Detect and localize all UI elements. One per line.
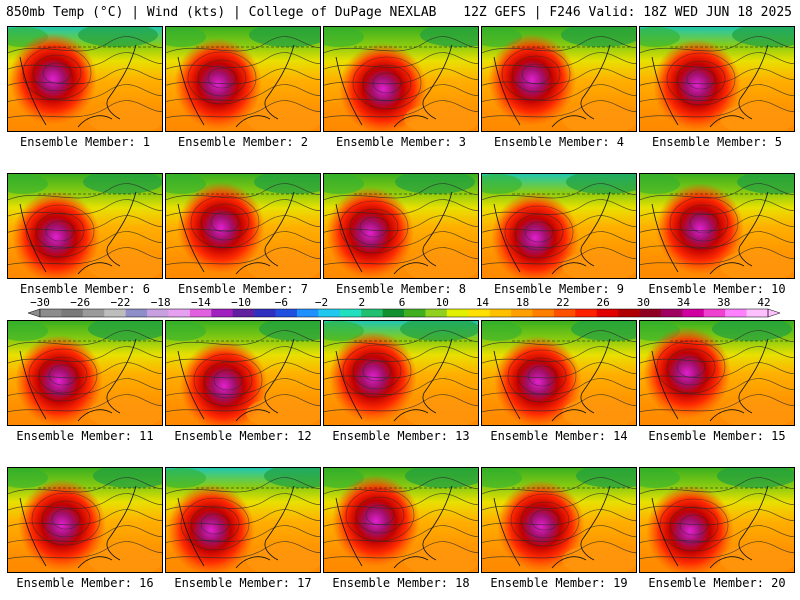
colorbar-swatch [703, 309, 726, 317]
ensemble-member-label: Ensemble Member: 4 [493, 135, 625, 149]
colorbar-swatch [404, 309, 426, 317]
colorbar-tick-label: −2 [315, 296, 328, 309]
colorbar-tick-label: 14 [476, 296, 490, 309]
ensemble-member-map [323, 173, 479, 279]
ensemble-member-map [165, 467, 321, 573]
colorbar-tick-label: 38 [717, 296, 730, 309]
ensemble-member-label: Ensemble Member: 5 [651, 135, 783, 149]
colorbar-swatch [446, 309, 469, 317]
colorbar-swatch [296, 309, 319, 317]
ensemble-member-label: Ensemble Member: 10 [648, 282, 786, 296]
colorbar-tick-label: −18 [151, 296, 171, 309]
ensemble-member-label: Ensemble Member: 1 [19, 135, 151, 149]
ensemble-member-label: Ensemble Member: 7 [177, 282, 309, 296]
ensemble-member-label: Ensemble Member: 15 [648, 429, 786, 443]
colorbar-swatch [618, 309, 640, 317]
colorbar-swatch [511, 309, 533, 317]
ensemble-member-map [7, 26, 163, 132]
ensemble-member-label: Ensemble Member: 18 [332, 576, 470, 590]
colorbar-tick-label: −22 [111, 296, 131, 309]
colorbar-tick-label: 2 [358, 296, 365, 309]
colorbar-swatch [40, 309, 62, 317]
colorbar-swatch [104, 309, 126, 317]
colorbar-swatch [275, 309, 298, 317]
colorbar-swatch [382, 309, 405, 317]
chart-title: 850mb Temp (°C) | Wind (kts) | College o… [6, 5, 437, 20]
colorbar-swatch [318, 309, 341, 317]
colorbar-tick-label: 22 [556, 296, 569, 309]
colorbar-swatch [254, 309, 276, 317]
ensemble-member-label: Ensemble Member: 11 [16, 429, 154, 443]
ensemble-member-map [481, 26, 637, 132]
ensemble-member-map [7, 173, 163, 279]
ensemble-member-map [165, 320, 321, 426]
colorbar-swatch [725, 309, 747, 317]
ensemble-member-label: Ensemble Member: 9 [493, 282, 625, 296]
colorbar-swatch [639, 309, 662, 317]
ensemble-member-label: Ensemble Member: 19 [490, 576, 628, 590]
ensemble-member-map [323, 26, 479, 132]
ensemble-member-label: Ensemble Member: 6 [19, 282, 151, 296]
ensemble-member-label: Ensemble Member: 13 [332, 429, 470, 443]
colorbar-swatch [532, 309, 555, 317]
ensemble-member-map [639, 26, 795, 132]
ensemble-member-label: Ensemble Member: 2 [177, 135, 309, 149]
colorbar-swatch [211, 309, 234, 317]
colorbar-swatch [553, 309, 576, 317]
colorbar-swatch [425, 309, 448, 317]
colorbar-swatch [147, 309, 169, 317]
colorbar-tick-label: −30 [30, 296, 50, 309]
ensemble-member-label: Ensemble Member: 3 [335, 135, 467, 149]
ensemble-member-map [481, 320, 637, 426]
ensemble-member-label: Ensemble Member: 14 [490, 429, 628, 443]
colorbar-swatch [232, 309, 255, 317]
colorbar-tick-label: 34 [677, 296, 691, 309]
colorbar-tick-label: 18 [516, 296, 529, 309]
colorbar-tick-label: −6 [275, 296, 288, 309]
colorbar-swatch [168, 309, 191, 317]
temperature-colorbar: −30 −26 −22 −18 −14 −10 −6 −2 2 6 10 14 18 22 26 30 34 38… [27, 296, 781, 318]
ensemble-member-map [323, 320, 479, 426]
model-run-valid-time: 12Z GEFS | F246 Valid: 18Z WED JUN 18 20… [463, 5, 792, 20]
colorbar-swatch [660, 309, 683, 317]
ensemble-member-map [639, 467, 795, 573]
ensemble-member-label: Ensemble Member: 12 [174, 429, 312, 443]
colorbar-tick-label: −10 [231, 296, 251, 309]
colorbar-swatch [468, 309, 490, 317]
colorbar-swatch [61, 309, 84, 317]
colorbar-min-arrow [27, 308, 41, 318]
ensemble-member-map [639, 173, 795, 279]
colorbar-tick-label: 10 [436, 296, 449, 309]
colorbar-swatch [489, 309, 512, 317]
ensemble-member-map [639, 320, 795, 426]
ensemble-member-map [165, 173, 321, 279]
colorbar-swatch [82, 309, 105, 317]
ensemble-member-map [7, 320, 163, 426]
colorbar-swatch [596, 309, 619, 317]
colorbar-tick-label: 42 [757, 296, 770, 309]
colorbar-max-arrow [767, 308, 781, 318]
colorbar-tick-label: 6 [399, 296, 406, 309]
colorbar-tick-label: −14 [191, 296, 211, 309]
ensemble-member-map [7, 467, 163, 573]
ensemble-member-label: Ensemble Member: 8 [335, 282, 467, 296]
colorbar-swatch [682, 309, 705, 317]
ensemble-member-label: Ensemble Member: 17 [174, 576, 312, 590]
ensemble-member-label: Ensemble Member: 16 [16, 576, 154, 590]
colorbar-swatch [746, 309, 769, 317]
colorbar-tick-label: 30 [637, 296, 650, 309]
colorbar-tick-label: −26 [70, 296, 90, 309]
ensemble-member-map [165, 26, 321, 132]
ensemble-member-label: Ensemble Member: 20 [648, 576, 786, 590]
ensemble-member-map [481, 467, 637, 573]
colorbar-swatch [575, 309, 598, 317]
colorbar-swatch [361, 309, 383, 317]
colorbar-swatch [339, 309, 362, 317]
colorbar-swatch [189, 309, 212, 317]
ensemble-member-map [481, 173, 637, 279]
colorbar-tick-label: 26 [596, 296, 609, 309]
colorbar-swatch [125, 309, 148, 317]
ensemble-member-map [323, 467, 479, 573]
